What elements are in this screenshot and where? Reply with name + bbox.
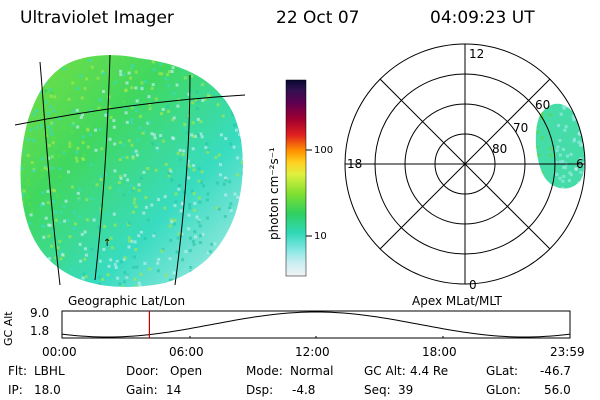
mode-value: Normal — [290, 364, 334, 378]
dsp-label: Dsp: — [246, 383, 274, 397]
gain-value: 14 — [166, 383, 182, 397]
gc-alt-value: 4.4 Re — [410, 364, 449, 378]
alt-tick-low: 1.8 — [30, 324, 50, 338]
colorbar: 100 10 photon cm⁻²s⁻¹ — [267, 79, 333, 277]
seq-value: 39 — [398, 383, 414, 397]
door-label: Door: — [126, 364, 159, 378]
earth-disk-image: ↑ — [14, 54, 246, 287]
gc-alt-axis-label: GC Alt — [2, 311, 15, 346]
polar-label-12: 12 — [469, 47, 484, 61]
geo-grid-caption: Geographic Lat/Lon — [68, 294, 186, 308]
glon-value: 56.0 — [544, 383, 571, 397]
polar-caption: Apex MLat/MLT — [412, 294, 502, 308]
polar-plot: 12 18 6 0 60 70 80 — [344, 43, 586, 292]
glon-label: GLon: — [486, 383, 521, 397]
polar-label-70: 70 — [513, 121, 528, 135]
alt-tick-high: 9.0 — [30, 306, 50, 320]
time-tick-1800: 18:00 — [422, 345, 457, 359]
polar-label-6: 6 — [576, 157, 584, 171]
glat-value: -46.7 — [540, 364, 572, 378]
time-tick-1200: 12:00 — [295, 345, 330, 359]
time-tick-2359: 23:59 — [550, 345, 585, 359]
colorbar-tick-10: 10 — [314, 231, 327, 242]
date-label: 22 Oct 07 — [276, 8, 360, 28]
colorbar-unit-label: photon cm⁻²s⁻¹ — [267, 147, 281, 240]
sun-marker-icon: ↑ — [103, 238, 111, 249]
door-value: Open — [170, 364, 203, 378]
dsp-value: -4.8 — [292, 383, 316, 397]
time-tick-0600: 06:00 — [169, 345, 204, 359]
polar-label-0: 0 — [469, 278, 477, 292]
polar-label-60: 60 — [535, 98, 550, 112]
mode-label: Mode: — [246, 364, 283, 378]
filter-label: Flt: — [8, 364, 27, 378]
time-tick-0000: 00:00 — [42, 345, 77, 359]
altitude-strip — [61, 310, 571, 339]
polar-label-80: 80 — [492, 142, 507, 156]
colorbar-tick-100: 100 — [314, 145, 333, 156]
filter-value: LBHL — [34, 364, 65, 378]
ip-label: IP: — [8, 383, 23, 397]
time-label: 04:09:23 UT — [430, 8, 535, 28]
gc-alt-label: GC Alt: — [364, 364, 406, 378]
glat-label: GLat: — [486, 364, 519, 378]
instrument-title: Ultraviolet Imager — [20, 8, 174, 28]
gain-label: Gain: — [126, 383, 158, 397]
ip-value: 18.0 — [34, 383, 61, 397]
seq-label: Seq: — [364, 383, 391, 397]
geo-grid — [14, 54, 246, 286]
polar-label-18: 18 — [347, 157, 362, 171]
